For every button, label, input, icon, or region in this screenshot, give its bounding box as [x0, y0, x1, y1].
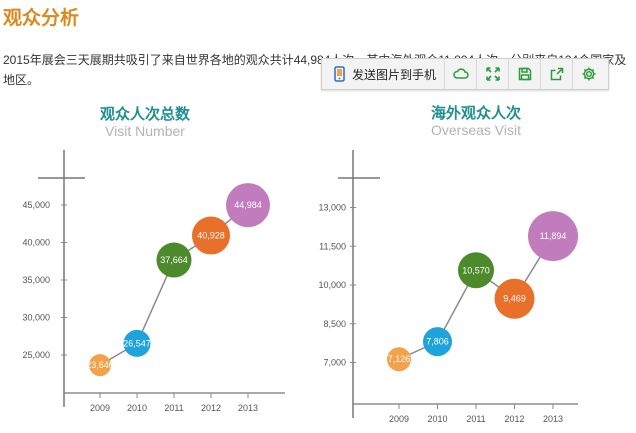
chart1-bubble-label: 23,646	[86, 360, 114, 370]
chart2-bubble	[494, 278, 535, 319]
expand-button[interactable]	[477, 59, 510, 89]
chart1-y-tick-label: 40,000	[22, 238, 50, 248]
chart1-bubble-label: 44,984	[234, 200, 262, 210]
phone-icon	[332, 66, 348, 82]
settings-button[interactable]	[573, 59, 604, 89]
chart1-bubble	[156, 242, 192, 278]
chart1-bubble	[123, 329, 151, 357]
chart2-bubble	[458, 252, 494, 289]
chart1-y-tick-label: 25,000	[22, 350, 50, 360]
chart2-y-tick-label: 8,500	[323, 319, 346, 329]
chart1-bubble-label: 40,928	[197, 231, 225, 241]
chart2-bubble-label: 9,469	[503, 294, 526, 304]
chart1-title: 观众人次总数	[100, 105, 191, 123]
chart1-y-tick-label: 30,000	[22, 313, 50, 323]
chart2-bubble-label: 7,806	[426, 337, 449, 347]
chart1-x-tick-label: 2011	[164, 403, 183, 413]
send-to-phone-button[interactable]: 发送图片到手机	[322, 59, 446, 89]
chart2-y-tick-label: 7,000	[323, 358, 346, 368]
expand-icon	[485, 66, 501, 82]
chart1-bubble-label: 26,547	[123, 338, 151, 348]
cloud-icon	[452, 66, 469, 82]
cloud-button[interactable]	[445, 59, 478, 89]
chart1-bubble	[226, 183, 270, 228]
chart2-bubble	[387, 347, 411, 372]
section-title: 观众分析	[3, 8, 80, 29]
chart2-x-tick-label: 2012	[504, 414, 524, 424]
chart2-x-tick-label: 2010	[427, 414, 447, 424]
chart1-x-tick-label: 2010	[127, 403, 147, 413]
chart2-title: 海外观众人次	[431, 104, 521, 122]
share-button[interactable]	[541, 59, 574, 89]
chart1-bubble	[89, 354, 111, 377]
chart2-bubble	[423, 327, 452, 357]
chart1-x-tick-label: 2013	[238, 403, 258, 413]
chart2-x-tick-label: 2013	[543, 414, 563, 424]
chart2-x-tick-label: 2011	[466, 414, 485, 424]
chart2-y-tick-label: 11,500	[319, 241, 346, 251]
chart1-bubble	[192, 216, 230, 255]
chart1-y-tick-label: 45,000	[22, 200, 50, 210]
settings-icon	[581, 66, 597, 82]
save-icon	[517, 66, 533, 82]
chart2-bubble	[528, 211, 578, 262]
chart1-bubble-label: 37,664	[160, 255, 188, 265]
share-icon	[549, 66, 565, 82]
chart2-bubble-label: 7,126	[388, 354, 411, 364]
chart2-y-tick-label: 10,000	[318, 280, 346, 290]
chart1-y-tick-label: 35,000	[22, 275, 50, 285]
chart2-subtitle: Overseas Visit	[431, 122, 521, 138]
chart1-x-tick-label: 2009	[90, 403, 110, 413]
chart2-y-tick-label: 13,000	[318, 203, 346, 213]
chart1-x-tick-label: 2012	[201, 403, 221, 413]
chart2-x-tick-label: 2009	[389, 414, 409, 424]
save-button[interactable]	[509, 59, 542, 89]
image-toolbar: 发送图片到手机	[321, 58, 609, 90]
chart2-bubble-label: 10,570	[462, 265, 490, 275]
chart1-subtitle: Visit Number	[105, 123, 185, 139]
send-to-phone-label: 发送图片到手机	[352, 67, 437, 82]
chart2-bubble-label: 11,894	[540, 231, 567, 241]
